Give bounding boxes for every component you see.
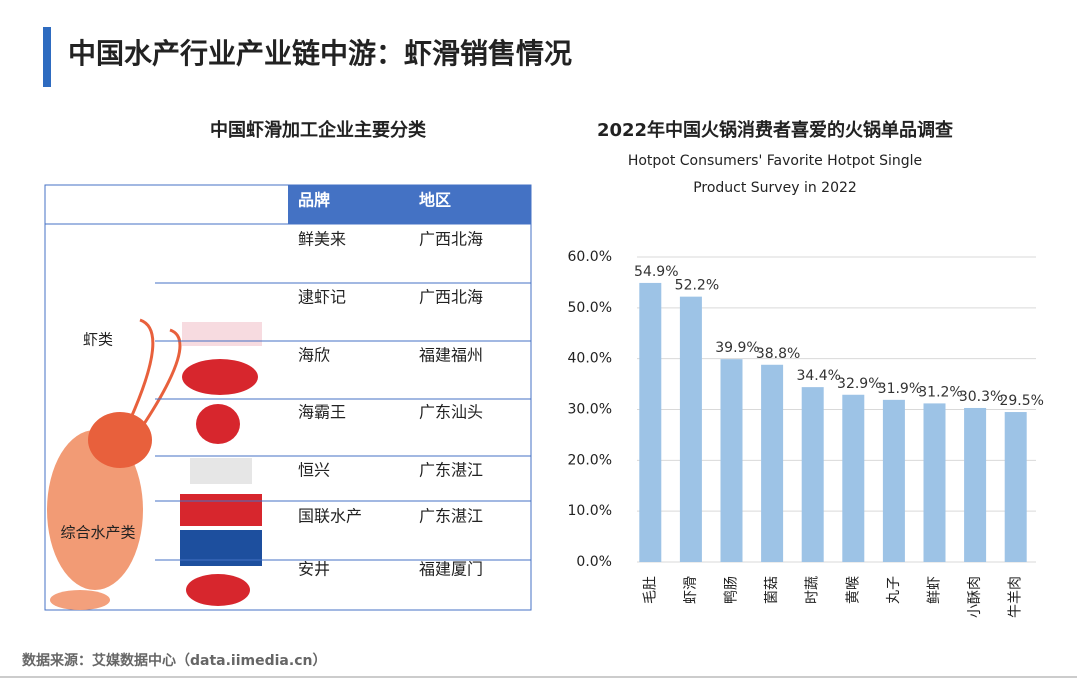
- value-label: 54.9%: [634, 264, 678, 280]
- table-cell: 福建福州: [419, 346, 483, 365]
- y-tick-label: 0.0%: [576, 554, 612, 570]
- chart-title: 2022年中国火锅消费者喜爱的火锅单品调查: [597, 119, 953, 141]
- y-tick-label: 40.0%: [568, 351, 612, 367]
- y-tick-label: 60.0%: [568, 249, 612, 265]
- value-label: 39.9%: [715, 340, 759, 356]
- shrimp-illustration: [47, 318, 182, 610]
- table-header: 品牌: [298, 191, 330, 210]
- x-tick-label: 黄喉: [844, 576, 861, 604]
- value-label: 30.3%: [959, 389, 1003, 405]
- bar: [801, 387, 824, 562]
- table-title: 中国虾滑加工企业主要分类: [210, 119, 427, 141]
- group-label: 综合水产类: [60, 524, 135, 542]
- value-label: 52.2%: [675, 278, 719, 294]
- table-cell: 恒兴: [298, 461, 330, 480]
- table-header: 地区: [419, 191, 451, 210]
- x-tick-label: 鲜虾: [927, 576, 943, 604]
- value-label: 32.9%: [837, 376, 881, 392]
- y-tick-label: 30.0%: [568, 402, 612, 418]
- x-tick-label: 虾滑: [682, 576, 699, 604]
- table-cell: 广东湛江: [419, 507, 483, 526]
- y-tick-label: 20.0%: [568, 452, 612, 468]
- group-label: 虾类: [83, 331, 113, 349]
- bar: [761, 364, 784, 562]
- bar: [639, 282, 662, 562]
- bar: [923, 403, 946, 562]
- value-label: 29.5%: [999, 393, 1043, 409]
- table-cell: 广东湛江: [419, 461, 483, 480]
- table-cell: 海霸王: [298, 403, 346, 422]
- table-cell: 广东汕头: [419, 403, 483, 422]
- page-title: 中国水产行业产业链中游：虾滑销售情况: [68, 37, 572, 70]
- table-cell: 国联水产: [298, 507, 362, 526]
- bar: [882, 399, 905, 562]
- value-label: 31.9%: [878, 381, 922, 397]
- table-cell: 安井: [298, 560, 330, 579]
- x-tick-label: 小酥肉: [967, 576, 983, 618]
- table-cell: 广西北海: [419, 288, 483, 307]
- bar: [842, 394, 865, 562]
- chart-subtitle: Hotpot Consumers' Favorite Hotpot Single…: [627, 153, 923, 196]
- x-tick-label: 时蔬: [805, 576, 821, 604]
- brand-logos: [180, 322, 262, 606]
- x-tick-label: 丸子: [886, 576, 902, 604]
- value-label: 31.2%: [918, 384, 962, 400]
- bar: [720, 359, 743, 562]
- table-header-bg: [288, 185, 531, 224]
- table-cell: 逮虾记: [298, 288, 346, 307]
- value-label: 38.8%: [756, 346, 800, 362]
- bar: [679, 296, 702, 562]
- title-accent: [43, 27, 51, 87]
- x-tick-label: 牛羊肉: [1008, 576, 1024, 618]
- y-tick-label: 10.0%: [568, 503, 612, 519]
- x-tick-label: 鸭肠: [724, 576, 740, 604]
- y-tick-label: 50.0%: [568, 300, 612, 316]
- source: 数据来源：艾媒数据中心（data.iimedia.cn）: [22, 652, 326, 669]
- table-cell: 广西北海: [419, 230, 483, 249]
- x-tick-label: 菌菇: [764, 576, 780, 604]
- table-cell: 福建厦门: [419, 560, 483, 579]
- table-cell: 鲜美来: [298, 230, 346, 249]
- bar: [964, 407, 987, 562]
- value-label: 34.4%: [796, 368, 840, 384]
- table-cell: 海欣: [298, 346, 330, 365]
- bar: [1004, 412, 1027, 562]
- x-tick-label: 毛肚: [642, 576, 658, 604]
